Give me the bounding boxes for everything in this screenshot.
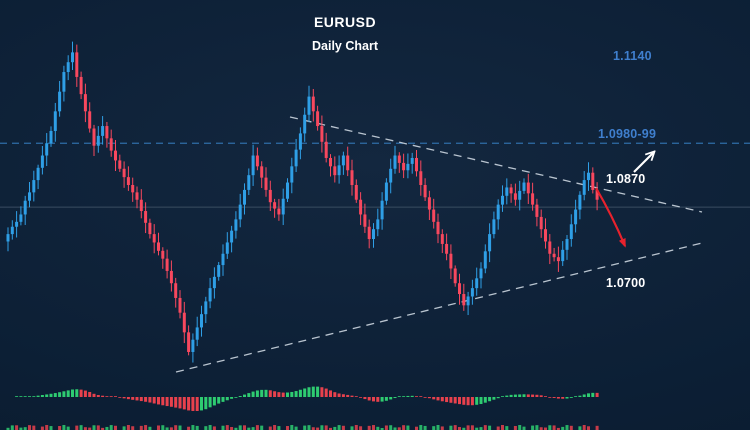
lower-ascending-trendline bbox=[175, 241, 707, 373]
bottom-indicator-strip bbox=[6, 425, 599, 430]
projected-drop-arrow bbox=[595, 187, 627, 248]
candlestick-series bbox=[6, 41, 599, 363]
oscillator-histogram bbox=[15, 386, 599, 411]
upper-descending-trendline bbox=[289, 116, 703, 213]
breakout-arrow bbox=[633, 153, 653, 173]
horizontal-level-lines bbox=[0, 142, 750, 208]
triangle-trendlines bbox=[175, 116, 707, 373]
annotation-arrows bbox=[595, 153, 653, 248]
